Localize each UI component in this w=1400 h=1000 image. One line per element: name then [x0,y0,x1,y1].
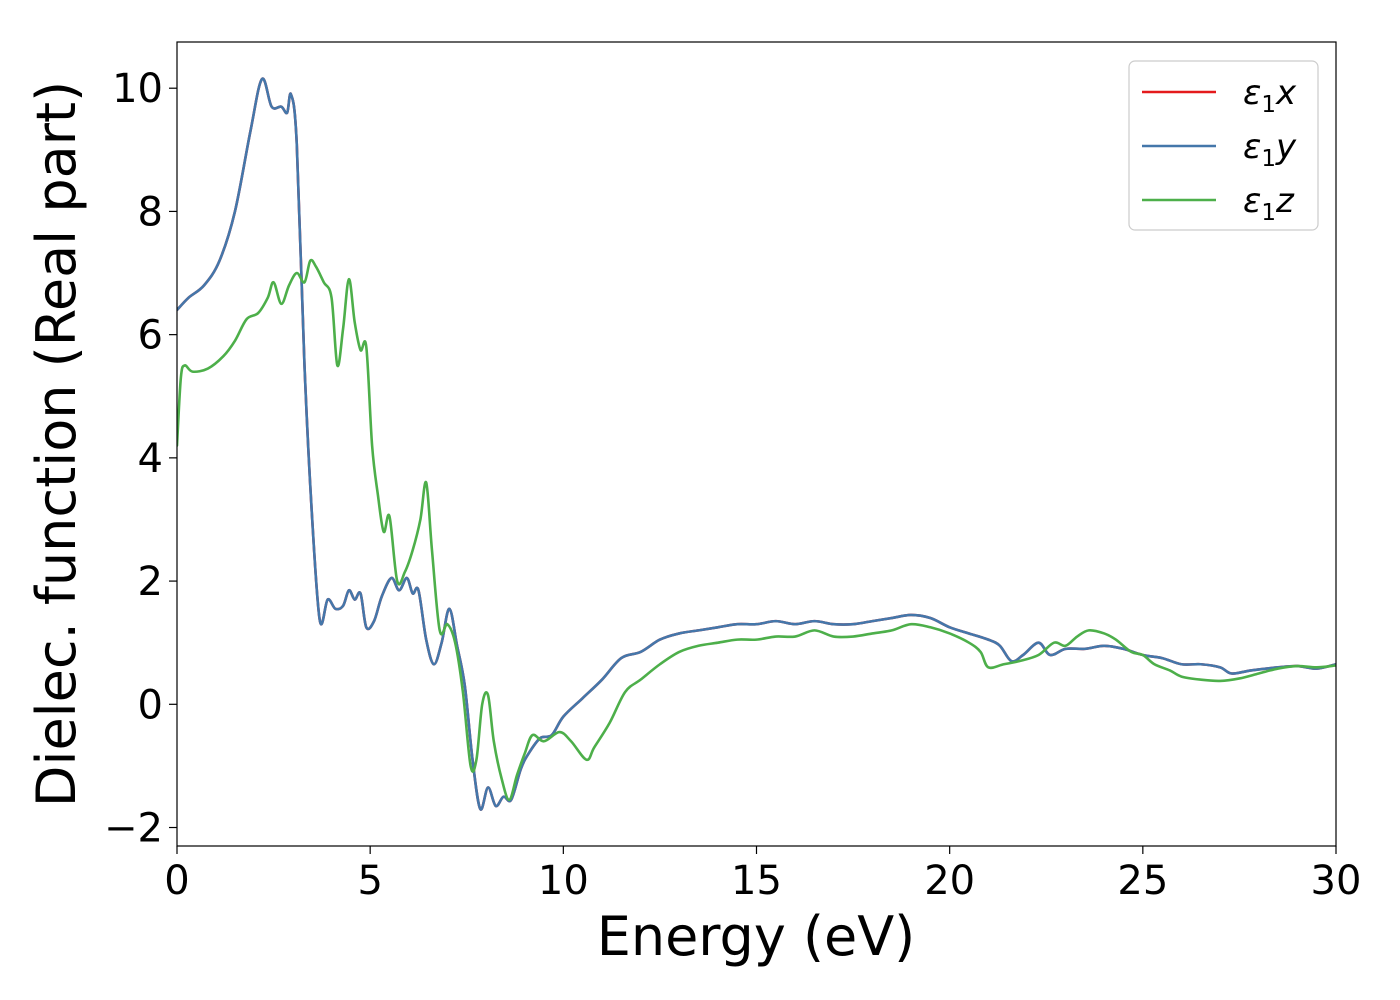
x-tick-label: 30 [1311,858,1362,904]
x-tick-label: 25 [1117,858,1168,904]
x-tick-label: 0 [164,858,189,904]
legend-box [1128,60,1319,231]
y-tick-label: 2 [138,559,163,605]
y-tick-label: 8 [138,189,163,235]
y-tick-label: 0 [138,682,163,728]
y-tick-label: 4 [138,436,163,482]
x-tick-label: 5 [357,858,382,904]
x-tick-label: 10 [538,858,589,904]
x-axis-ticks: 0 5 10 15 20 25 30 [164,846,1361,904]
x-axis-label: Energy (eV) [597,905,916,968]
x-tick-label: 15 [731,858,782,904]
series-line-z [177,258,1336,802]
y-tick-label: −2 [104,806,163,852]
legend-label-y: ε1y [1243,127,1297,172]
x-tick-label: 20 [924,858,975,904]
legend: ε1x ε1y ε1z [1128,60,1319,231]
y-axis-ticks: −2 0 2 4 6 8 10 [104,66,177,852]
y-tick-label: 6 [138,313,163,359]
series-layer [177,77,1336,811]
y-axis-label: Dielec. function (Real part) [25,81,88,807]
y-tick-label: 10 [112,66,163,112]
legend-label-z: ε1z [1243,181,1295,226]
legend-label-x: ε1x [1243,73,1297,118]
series-line-y [177,77,1336,811]
